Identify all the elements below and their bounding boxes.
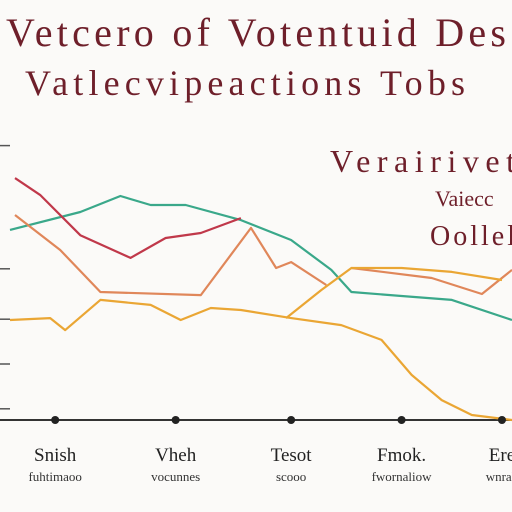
chart-subtitle: Vatlecvipeactions Tobs	[25, 63, 465, 103]
x-tick-sublabel: vocunnes	[151, 469, 200, 484]
x-tick-sublabel: fwornaliow	[372, 469, 433, 484]
x-tick	[171, 416, 180, 424]
x-tick-label: Snish	[34, 445, 77, 466]
x-tick	[51, 416, 60, 424]
line-series	[14, 214, 327, 297]
x-tick	[497, 416, 506, 424]
annotation: Vaiecc	[435, 186, 494, 211]
x-tick-sublabel: fuhtimaoo	[28, 469, 81, 484]
annotation: Verairivet	[330, 143, 512, 179]
line-series	[9, 298, 512, 422]
x-tick-label: Fmok.	[377, 445, 426, 466]
line-series	[285, 266, 503, 319]
x-tick-sublabel: wnrah	[486, 469, 512, 484]
x-tick-label: Tesot	[271, 445, 313, 466]
x-tick-label: Vheh	[155, 445, 197, 466]
x-tick	[397, 416, 406, 424]
x-tick-sublabel: scooo	[276, 469, 306, 484]
x-tick	[287, 416, 296, 424]
line-series	[14, 177, 242, 259]
chart-title: Vetcero of Votentuid Des	[6, 10, 506, 55]
line-series	[9, 194, 512, 322]
line-series	[351, 266, 512, 296]
annotation: Oollel	[430, 221, 512, 252]
x-tick-label: Ere	[489, 445, 512, 466]
